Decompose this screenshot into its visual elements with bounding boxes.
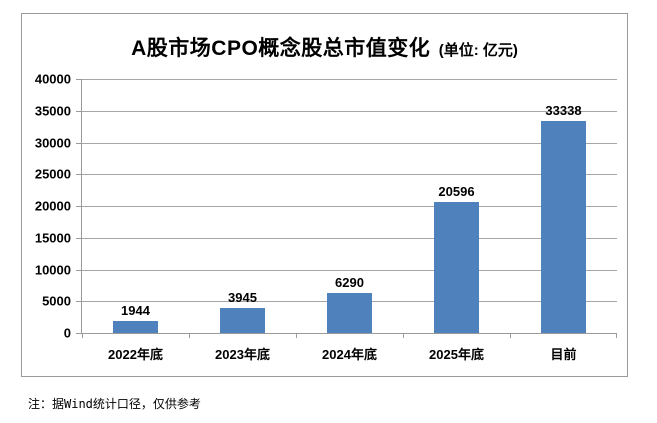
value-label: 33338 <box>545 103 582 119</box>
x-axis-tick <box>403 333 404 338</box>
bar[interactable] <box>327 293 372 333</box>
y-axis-label: 40000 <box>34 71 71 87</box>
chart-title: A股市场CPO概念股总市值变化 (单位: 亿元) <box>22 32 627 62</box>
category-label: 目前 <box>550 347 577 362</box>
x-axis-tick <box>82 333 83 338</box>
plot-area: 0 5000 10000 15000 20000 25000 30000 35000 40000… <box>35 72 617 362</box>
category-label: 2025年底 <box>429 347 484 362</box>
category-label: 2022年底 <box>108 347 163 362</box>
y-axis-tick <box>76 142 82 144</box>
gridline <box>82 269 617 271</box>
category-label: 2024年底 <box>322 347 377 362</box>
y-axis-label: 35000 <box>34 103 71 119</box>
bar[interactable] <box>434 202 479 333</box>
y-axis-tick <box>76 333 82 334</box>
y-axis-tick <box>76 79 82 80</box>
y-axis-label: 0 <box>63 325 71 341</box>
y-axis-label: 25000 <box>34 166 71 182</box>
y-axis-tick <box>76 174 82 176</box>
y-axis-label: 5000 <box>42 293 71 309</box>
gridline <box>82 174 617 176</box>
y-axis-label: 20000 <box>34 198 71 214</box>
chart-unit-label: (单位: 亿元) <box>438 42 518 59</box>
x-axis-tick <box>616 333 617 338</box>
value-label: 20596 <box>438 184 475 200</box>
bar[interactable] <box>113 321 158 333</box>
gridline <box>82 79 617 80</box>
x-axis-tick <box>510 333 511 338</box>
bar[interactable] <box>541 121 586 333</box>
y-axis-tick <box>76 110 82 112</box>
chart-frame: A股市场CPO概念股总市值变化 (单位: 亿元) 0 5000 10000 15000… <box>21 13 628 377</box>
chart-title-text: A股市场CPO概念股总市值变化 <box>131 37 431 60</box>
value-label: 3945 <box>228 289 257 305</box>
y-axis-tick <box>76 269 82 271</box>
y-axis-label: 10000 <box>34 262 71 277</box>
gridline <box>82 142 617 144</box>
value-label: 1944 <box>121 302 150 318</box>
y-axis-tick <box>76 301 82 303</box>
value-label: 6290 <box>335 275 364 291</box>
x-axis-tick <box>296 333 297 338</box>
y-axis-label: 15000 <box>34 230 71 246</box>
footnote: 注：据Wind统计口径，仅供参考 <box>28 397 201 411</box>
category-label: 2023年底 <box>215 347 270 362</box>
gridline <box>82 110 617 112</box>
gridline <box>82 237 617 239</box>
gridline <box>82 206 617 207</box>
bar[interactable] <box>220 308 265 333</box>
y-axis-label: 30000 <box>34 135 71 150</box>
x-axis-tick <box>189 333 190 338</box>
y-axis-tick <box>76 237 82 239</box>
y-axis-tick <box>76 206 82 207</box>
